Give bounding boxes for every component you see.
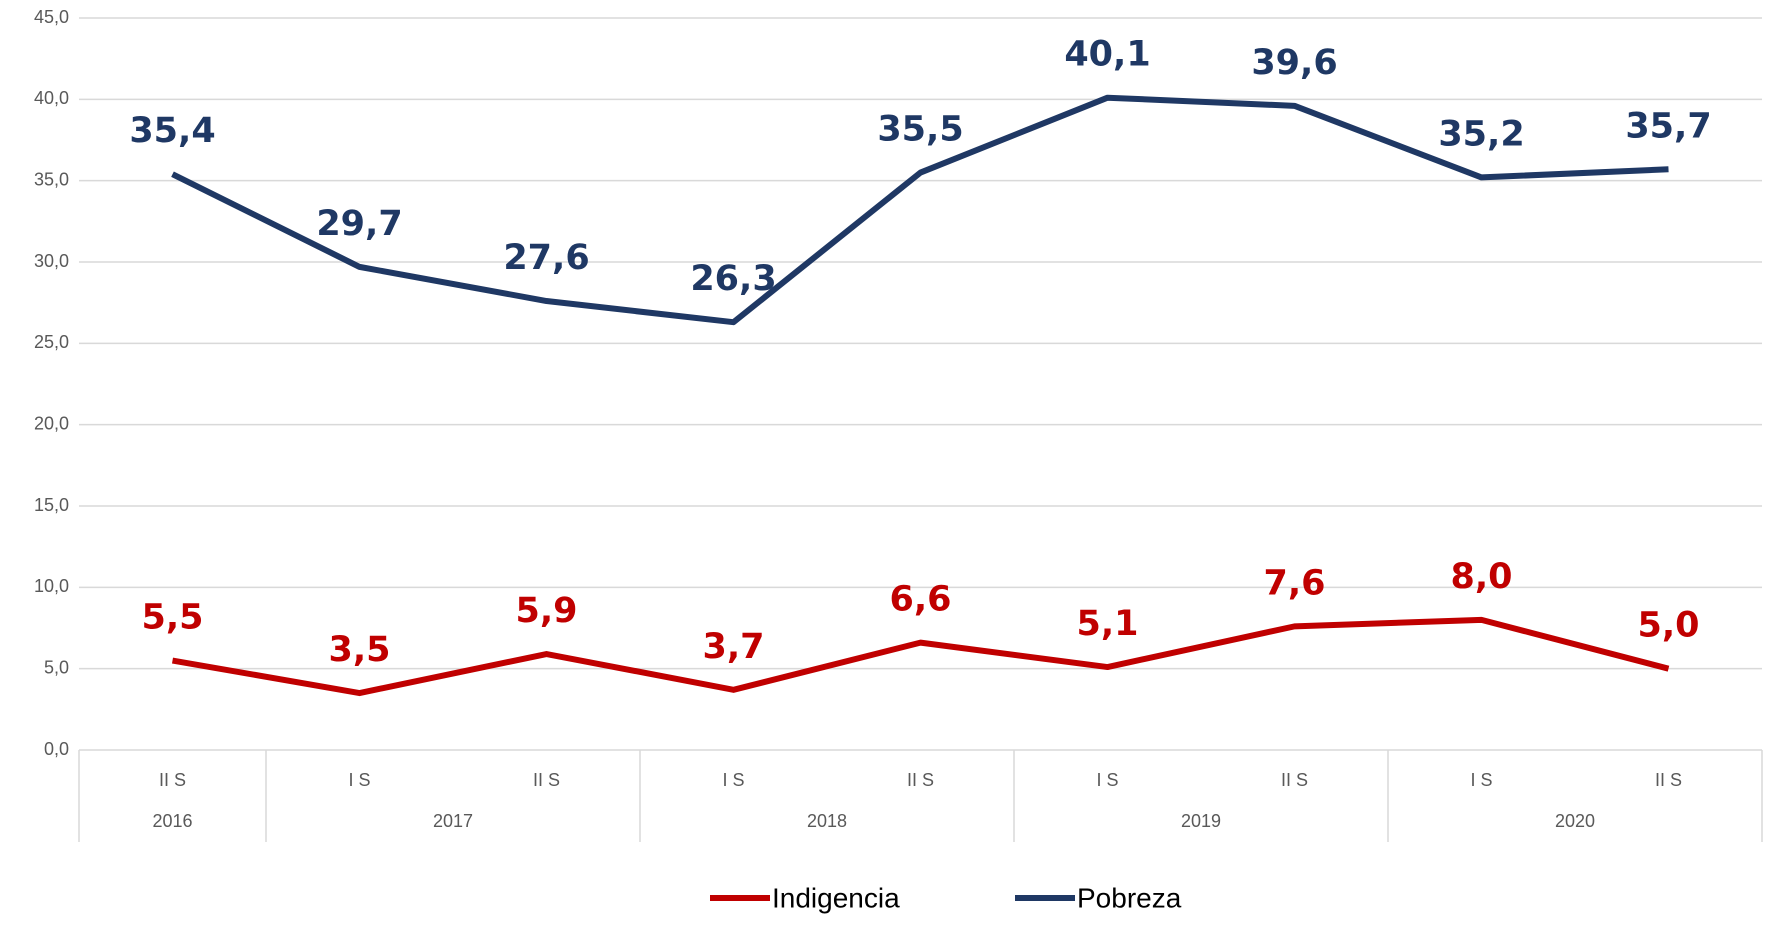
legend-label: Pobreza <box>1077 882 1182 913</box>
data-label: 29,7 <box>316 204 402 244</box>
data-label: 27,6 <box>503 238 589 278</box>
y-tick-label: 0,0 <box>44 739 69 759</box>
data-label: 39,6 <box>1251 43 1337 83</box>
legend-label: Indigencia <box>772 882 900 913</box>
data-label: 7,6 <box>1263 563 1325 603</box>
y-tick-label: 40,0 <box>34 88 69 108</box>
data-label: 35,5 <box>877 110 963 150</box>
data-label: 8,0 <box>1450 557 1512 597</box>
data-label: 5,5 <box>141 598 203 638</box>
x-tick-label: I S <box>722 770 744 790</box>
y-tick-label: 25,0 <box>34 332 69 352</box>
x-tick-label: I S <box>1470 770 1492 790</box>
x-tick-label: I S <box>348 770 370 790</box>
y-tick-label: 15,0 <box>34 495 69 515</box>
data-label: 35,2 <box>1438 114 1524 154</box>
x-group-label: 2018 <box>807 811 847 831</box>
data-label: 6,6 <box>889 580 951 620</box>
x-group-label: 2016 <box>152 811 192 831</box>
series-line <box>171 616 1670 697</box>
x-tick-label: II S <box>1655 770 1682 790</box>
y-tick-label: 45,0 <box>34 7 69 27</box>
x-group-label: 2019 <box>1181 811 1221 831</box>
data-label: 5,1 <box>1076 604 1138 644</box>
data-label: 5,9 <box>515 591 577 631</box>
series-line <box>171 94 1669 326</box>
x-group-label: 2017 <box>433 811 473 831</box>
data-label: 35,4 <box>129 111 215 151</box>
x-tick-label: I S <box>1096 770 1118 790</box>
data-label: 40,1 <box>1064 35 1150 75</box>
x-group-label: 2020 <box>1555 811 1595 831</box>
data-label: 35,7 <box>1625 106 1711 146</box>
y-tick-label: 30,0 <box>34 251 69 271</box>
y-tick-label: 5,0 <box>44 657 69 677</box>
x-tick-label: II S <box>907 770 934 790</box>
x-tick-label: II S <box>533 770 560 790</box>
x-tick-label: II S <box>159 770 186 790</box>
y-tick-label: 10,0 <box>34 576 69 596</box>
data-label: 3,5 <box>328 630 390 670</box>
x-tick-label: II S <box>1281 770 1308 790</box>
y-tick-label: 20,0 <box>34 413 69 433</box>
data-label: 5,0 <box>1637 606 1699 646</box>
y-tick-label: 35,0 <box>34 169 69 189</box>
data-label: 26,3 <box>690 259 776 299</box>
data-label: 3,7 <box>702 627 764 667</box>
